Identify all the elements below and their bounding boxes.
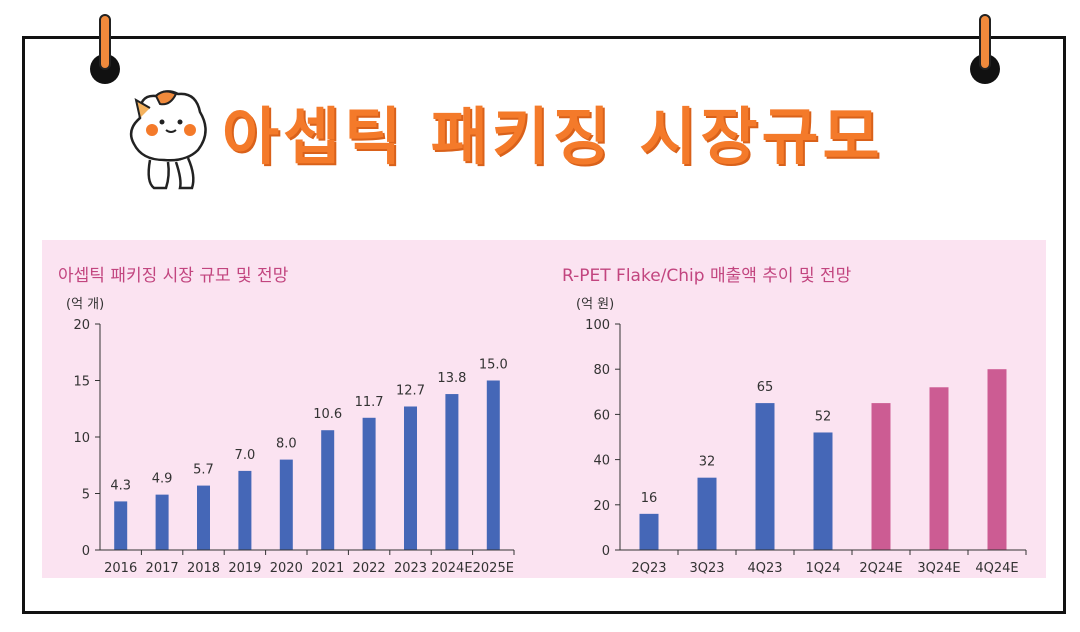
x-tick-label: 2016 <box>104 561 137 576</box>
bar-2017 <box>155 494 169 550</box>
data-label: 32 <box>699 455 716 470</box>
x-tick-label: 3Q24E <box>917 561 960 576</box>
x-tick-label: 2020 <box>270 561 303 576</box>
data-label: 12.7 <box>396 383 425 398</box>
chart-title-left: 아셉틱 패키징 시장 규모 및 전망 <box>58 266 289 286</box>
bar-2020 <box>279 459 293 550</box>
y-tick-label: 40 <box>593 454 610 469</box>
x-tick-label: 2Q24E <box>859 561 902 576</box>
data-label: 4.3 <box>110 478 131 493</box>
bar-4Q23 <box>755 403 775 550</box>
market-size-chart: (억 개) 0 5 10 15 20 4.3 4.9 5.7 7.0 8.0 10.6 11.7 12… <box>66 297 515 576</box>
x-tick-label: 4Q24E <box>975 561 1018 576</box>
bar-3Q24E <box>929 387 949 550</box>
bar-2016 <box>114 501 128 550</box>
data-label: 10.6 <box>313 407 342 422</box>
data-label: 65 <box>757 380 774 395</box>
y-axis-unit-label: (억 개) <box>66 297 104 312</box>
data-label: 13.8 <box>437 371 466 386</box>
bar-2019 <box>238 470 252 550</box>
y-tick-label: 10 <box>73 431 90 446</box>
y-tick-label: 100 <box>585 318 610 333</box>
bar-2025E <box>486 380 500 550</box>
y-axis-unit-label: (억 원) <box>576 297 614 312</box>
data-label: 8.0 <box>276 437 297 452</box>
y-tick-label: 0 <box>82 544 90 559</box>
data-label: 15.0 <box>479 358 508 373</box>
page-title: 아셉틱 패키징 시장규모 <box>222 100 884 173</box>
chart-title-right: R-PET Flake/Chip 매출액 추이 및 전망 <box>562 266 852 286</box>
y-tick-label: 15 <box>73 375 90 390</box>
bar-2023 <box>404 406 417 550</box>
data-label: 11.7 <box>355 395 384 410</box>
bar-2Q24E <box>871 403 891 550</box>
data-label: 7.0 <box>235 448 256 463</box>
y-tick-label: 20 <box>73 318 90 333</box>
x-tick-label: 2021 <box>311 561 344 576</box>
x-tick-label: 3Q23 <box>689 561 724 576</box>
bar-2Q23 <box>639 513 659 550</box>
cat-mascot-icon <box>129 90 207 190</box>
x-tick-label: 2018 <box>187 561 220 576</box>
y-tick-label: 5 <box>82 488 90 503</box>
y-tick-label: 0 <box>602 544 610 559</box>
data-label: 5.7 <box>193 463 214 478</box>
data-label: 16 <box>641 491 658 506</box>
bar-2021 <box>321 430 335 550</box>
x-tick-label: 2023 <box>394 561 427 576</box>
left-pin-stick-icon <box>99 14 111 70</box>
data-label: 4.9 <box>152 472 173 487</box>
right-pin-stick-icon <box>979 14 991 70</box>
x-tick-label: 2024E <box>431 561 472 576</box>
x-tick-label: 2022 <box>353 561 386 576</box>
y-tick-label: 20 <box>593 499 610 514</box>
bar-2022 <box>362 417 376 550</box>
bar-1Q24 <box>813 432 833 550</box>
bar-2024E <box>445 394 459 550</box>
bar-4Q24E <box>987 369 1007 550</box>
bar-3Q23 <box>697 477 717 550</box>
x-tick-label: 4Q23 <box>747 561 782 576</box>
x-tick-label: 1Q24 <box>805 561 840 576</box>
x-tick-label: 2019 <box>228 561 261 576</box>
y-tick-label: 60 <box>593 408 610 423</box>
y-tick-label: 80 <box>593 363 610 378</box>
bar-2018 <box>197 485 210 550</box>
x-tick-label: 2025E <box>473 561 514 576</box>
data-label: 52 <box>815 409 832 424</box>
x-tick-label: 2017 <box>146 561 179 576</box>
rpet-sales-chart: (억 원) 0 20 40 60 80 100 16 32 65 52 2Q23 3Q23 4Q23… <box>576 297 1027 576</box>
x-tick-label: 2Q23 <box>631 561 666 576</box>
